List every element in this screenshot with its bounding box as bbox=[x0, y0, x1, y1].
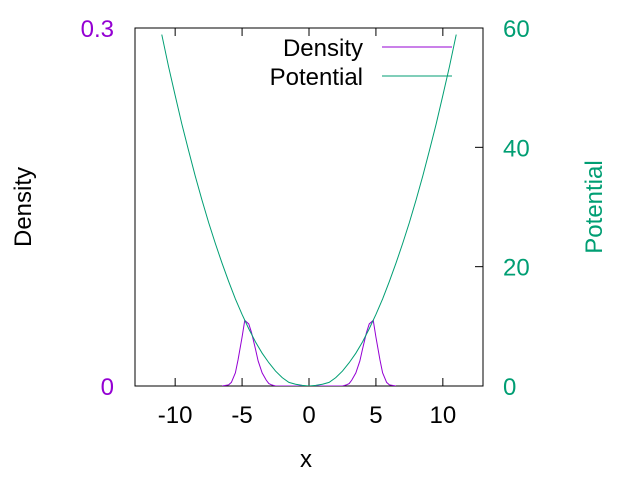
x-tick-label: 10 bbox=[429, 402, 456, 429]
series-line-density bbox=[221, 319, 397, 386]
legend-label-potential: Potential bbox=[270, 64, 363, 91]
series-line-potential bbox=[161, 34, 457, 386]
y2-tick-label: 0 bbox=[503, 374, 516, 401]
series-lines bbox=[161, 34, 457, 386]
axis-ticks bbox=[135, 27, 483, 387]
y-axis-title: Density bbox=[10, 167, 37, 247]
x-axis-title: x bbox=[300, 446, 312, 473]
x-tick-label: 5 bbox=[369, 402, 382, 429]
y2-tick-label: 60 bbox=[503, 16, 530, 43]
y2-tick-label: 40 bbox=[503, 135, 530, 162]
y2-tick-label: 20 bbox=[503, 255, 530, 282]
x-tick-label: -5 bbox=[231, 402, 252, 429]
tick-labels: -10 -5 0 5 10 0 0.3 0 20 40 60 bbox=[81, 16, 530, 429]
x-tick-label: 0 bbox=[302, 402, 315, 429]
x-tick-label: -10 bbox=[158, 402, 193, 429]
y-tick-label: 0 bbox=[101, 374, 114, 401]
y2-axis-title: Potential bbox=[581, 160, 608, 253]
y-tick-label: 0.3 bbox=[81, 16, 114, 43]
legend-label-density: Density bbox=[283, 35, 363, 62]
